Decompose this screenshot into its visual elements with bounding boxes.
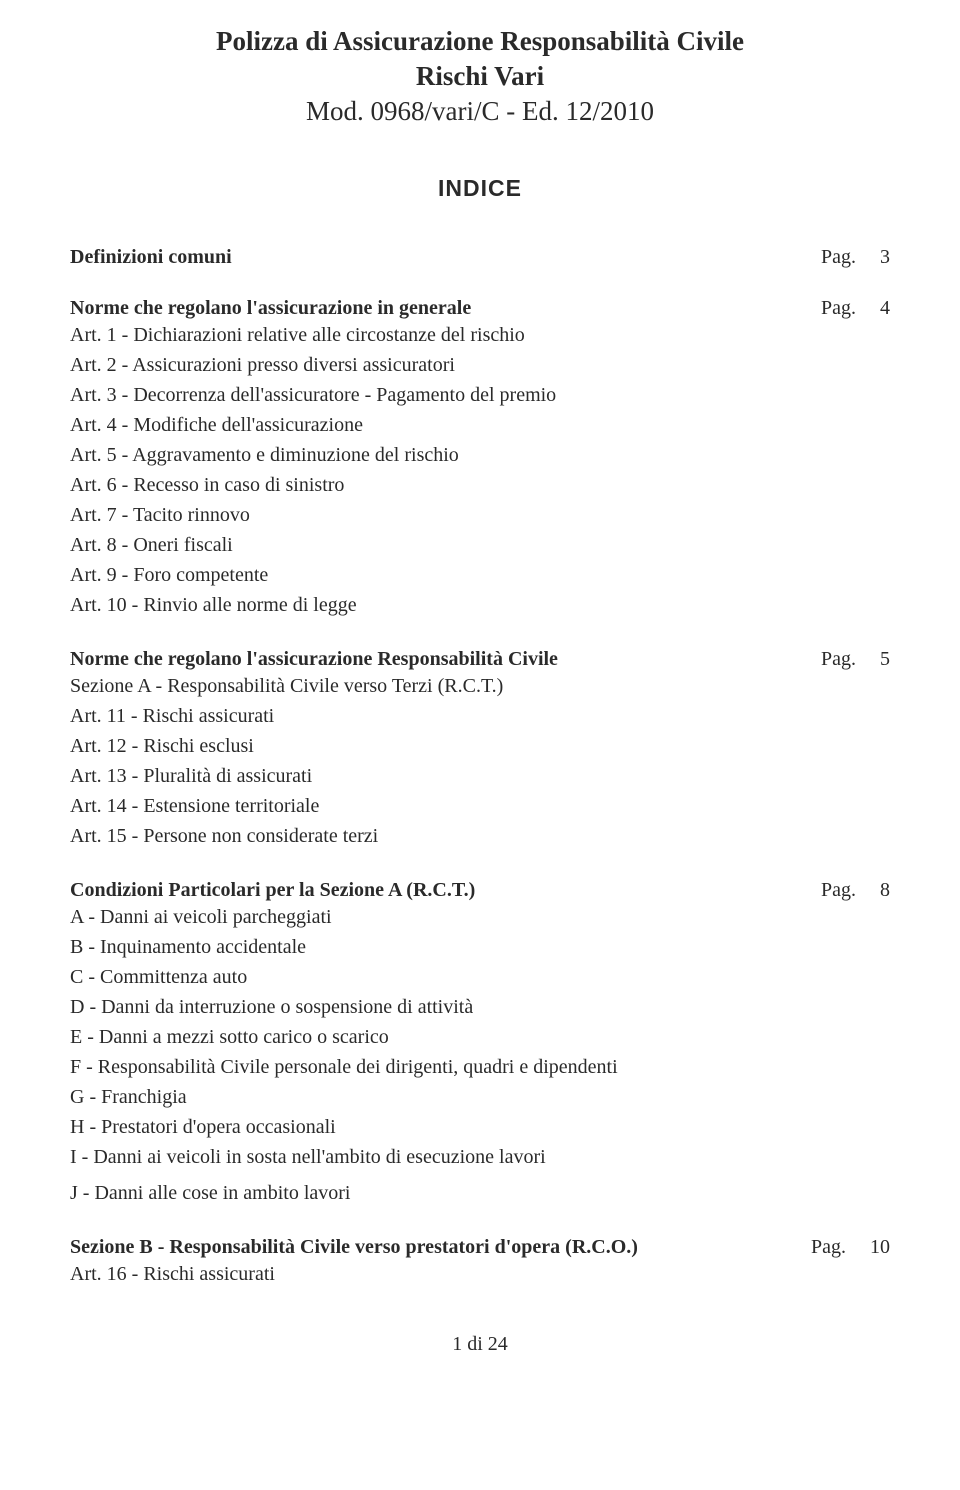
list-item: Art. 12 - Rischi esclusi <box>70 731 890 761</box>
title-modello: Mod. 0968/vari/C - Ed. 12/2010 <box>70 96 890 127</box>
section-label: Norme che regolano l'assicurazione Respo… <box>70 648 558 671</box>
page-footer: 1 di 24 <box>70 1333 890 1356</box>
item-list-norme-generale: Art. 1 - Dichiarazioni relative alle cir… <box>70 320 890 620</box>
section-norme-rc: Norme che regolano l'assicurazione Respo… <box>70 648 890 851</box>
list-item: Art. 8 - Oneri fiscali <box>70 530 890 560</box>
list-item: Art. 15 - Persone non considerate terzi <box>70 821 890 851</box>
list-item: C - Committenza auto <box>70 962 890 992</box>
list-item: B - Inquinamento accidentale <box>70 932 890 962</box>
list-item: D - Danni da interruzione o sospensione … <box>70 992 890 1022</box>
page-ref-label: Pag. <box>821 648 856 671</box>
item-list-sezione-b: Art. 16 - Rischi assicurati <box>70 1259 890 1289</box>
list-item: Art. 4 - Modifiche dell'assicurazione <box>70 410 890 440</box>
section-row: Sezione B - Responsabilità Civile verso … <box>70 1236 890 1259</box>
list-item: I - Danni ai veicoli in sosta nell'ambit… <box>70 1142 890 1172</box>
section-row: Norme che regolano l'assicurazione Respo… <box>70 648 890 671</box>
list-item: Art. 3 - Decorrenza dell'assicuratore - … <box>70 380 890 410</box>
page-ref: Pag. 5 <box>821 648 890 671</box>
list-item: Art. 2 - Assicurazioni presso diversi as… <box>70 350 890 380</box>
section-label: Norme che regolano l'assicurazione in ge… <box>70 297 471 320</box>
page-ref-num: 10 <box>870 1236 890 1259</box>
list-item: Art. 1 - Dichiarazioni relative alle cir… <box>70 320 890 350</box>
list-item: Art. 6 - Recesso in caso di sinistro <box>70 470 890 500</box>
page-ref-label: Pag. <box>811 1236 846 1259</box>
list-item: Art. 9 - Foro competente <box>70 560 890 590</box>
list-item: A - Danni ai veicoli parcheggiati <box>70 902 890 932</box>
section-condizioni-a: Condizioni Particolari per la Sezione A … <box>70 879 890 1208</box>
list-item: Art. 13 - Pluralità di assicurati <box>70 761 890 791</box>
page-ref: Pag. 4 <box>821 297 890 320</box>
list-item: Art. 5 - Aggravamento e diminuzione del … <box>70 440 890 470</box>
list-item: Art. 16 - Rischi assicurati <box>70 1259 890 1289</box>
page-ref: Pag. 8 <box>821 879 890 902</box>
page-ref-label: Pag. <box>821 246 856 269</box>
list-item: Art. 7 - Tacito rinnovo <box>70 500 890 530</box>
list-item: Art. 10 - Rinvio alle norme di legge <box>70 590 890 620</box>
section-label: Definizioni comuni <box>70 246 232 269</box>
page-ref-label: Pag. <box>821 297 856 320</box>
page-ref-num: 3 <box>880 246 890 269</box>
page-ref-num: 4 <box>880 297 890 320</box>
list-item: Art. 11 - Rischi assicurati <box>70 701 890 731</box>
section-row: Norme che regolano l'assicurazione in ge… <box>70 297 890 320</box>
item-list-norme-rc: Sezione A - Responsabilità Civile verso … <box>70 671 890 851</box>
list-item: G - Franchigia <box>70 1082 890 1112</box>
section-definizioni: Definizioni comuni Pag. 3 <box>70 246 890 269</box>
list-subtitle: Sezione A - Responsabilità Civile verso … <box>70 671 890 701</box>
page-ref: Pag. 3 <box>821 246 890 269</box>
page-ref-num: 5 <box>880 648 890 671</box>
list-item: F - Responsabilità Civile personale dei … <box>70 1052 890 1082</box>
title-block: Polizza di Assicurazione Responsabilità … <box>70 24 890 127</box>
section-row: Definizioni comuni Pag. 3 <box>70 246 890 269</box>
section-norme-generale: Norme che regolano l'assicurazione in ge… <box>70 297 890 620</box>
list-item: Art. 14 - Estensione territoriale <box>70 791 890 821</box>
list-item: E - Danni a mezzi sotto carico o scarico <box>70 1022 890 1052</box>
page-ref-label: Pag. <box>821 879 856 902</box>
section-label: Sezione B - Responsabilità Civile verso … <box>70 1236 638 1259</box>
item-list-condizioni-a: A - Danni ai veicoli parcheggiati B - In… <box>70 902 890 1208</box>
document-page: Polizza di Assicurazione Responsabilità … <box>0 0 960 1396</box>
page-ref: Pag. 10 <box>811 1236 890 1259</box>
title-line-2: Rischi Vari <box>70 59 890 94</box>
section-sezione-b: Sezione B - Responsabilità Civile verso … <box>70 1236 890 1289</box>
section-label: Condizioni Particolari per la Sezione A … <box>70 879 475 902</box>
list-item: J - Danni alle cose in ambito lavori <box>70 1178 890 1208</box>
list-item: H - Prestatori d'opera occasionali <box>70 1112 890 1142</box>
page-ref-num: 8 <box>880 879 890 902</box>
indice-heading: INDICE <box>70 175 890 202</box>
section-row: Condizioni Particolari per la Sezione A … <box>70 879 890 902</box>
title-line-1: Polizza di Assicurazione Responsabilità … <box>70 24 890 59</box>
